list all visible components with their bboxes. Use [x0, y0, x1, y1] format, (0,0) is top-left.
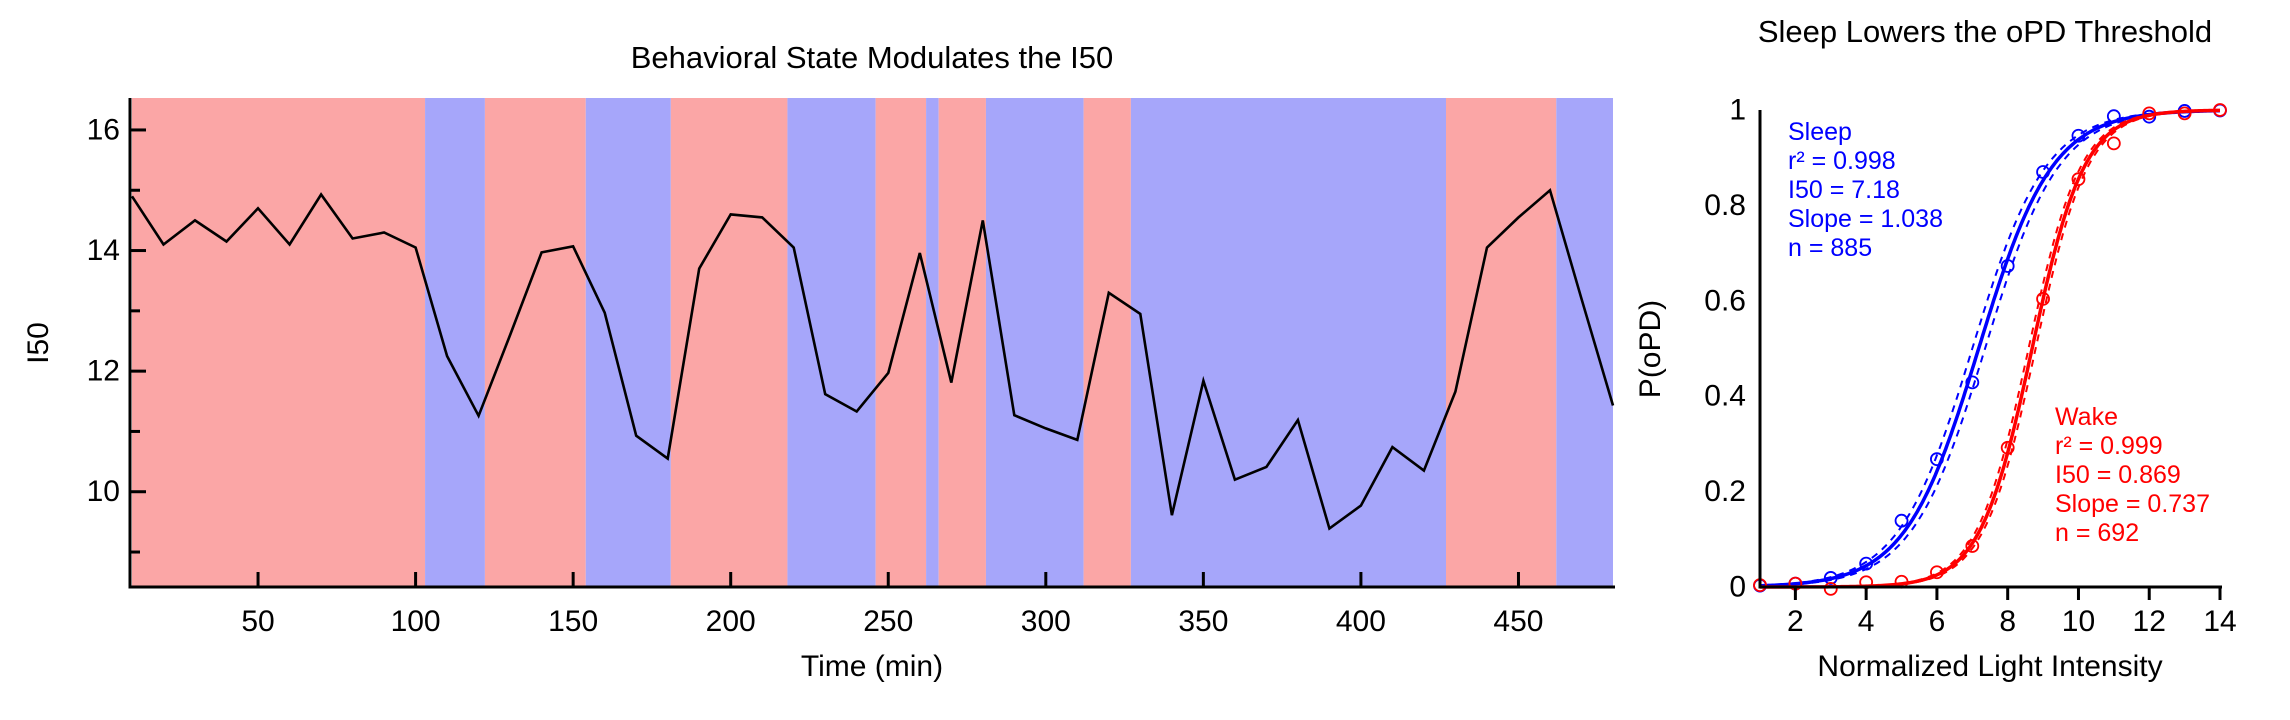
x-tick-label: 250: [863, 605, 913, 638]
wake-band: [1445, 98, 1557, 587]
sleep-data-marker: [2036, 165, 2050, 179]
x-tick-label: 10: [2062, 605, 2095, 638]
wake-band: [875, 98, 927, 587]
x-tick-label: 14: [2203, 605, 2236, 638]
sleep-band: [985, 98, 1084, 587]
left-panel-i50-timeseries: 50 100 150 200 250 300 350 400 450 10 12 14 16 Behav…: [22, 40, 1615, 683]
sleep-annotation-line: Slope = 1.038: [1788, 205, 1943, 233]
sleep-data-marker: [2000, 259, 2015, 273]
x-tick-label: 450: [1493, 605, 1543, 638]
wake-band: [484, 98, 586, 587]
sleep-data-marker: [1894, 513, 1909, 528]
i50-line: [130, 187, 1615, 531]
sleep-data-marker: [2071, 128, 2086, 143]
wake-band: [1083, 98, 1131, 587]
y-tick-label: 0.8: [1704, 189, 1746, 222]
x-tick-label: 12: [2133, 605, 2166, 638]
wake-annotation-line: Wake: [2055, 403, 2118, 431]
x-tick-label: 50: [241, 605, 274, 638]
sleep-band: [585, 98, 671, 587]
wake-annotation-line: Slope = 0.737: [2055, 490, 2210, 518]
sleep-data-marker: [1823, 571, 1838, 585]
i50-trace: [130, 187, 1615, 531]
sleep-band: [926, 98, 939, 587]
sleep-band: [1556, 98, 1613, 587]
right-tick-labels: 2 4 6 8 10 12 14 0 0.2 0.4 0.6 0.8 1: [1704, 94, 2236, 639]
x-tick-label: 100: [391, 605, 441, 638]
sleep-data-marker: [2106, 109, 2121, 124]
left-tick-labels: 50 100 150 200 250 300 350 400 450 10 12 14 16: [87, 113, 1544, 638]
left-xlabel: Time (min): [801, 650, 943, 683]
right-axes: [1758, 110, 2222, 600]
x-tick-label: 300: [1021, 605, 1071, 638]
left-axes: [128, 98, 1615, 589]
y-tick-label: 0.2: [1704, 475, 1746, 508]
wake-band: [132, 98, 426, 587]
wake-data-marker: [1965, 539, 1980, 553]
x-tick-label: 400: [1336, 605, 1386, 638]
wake-data-marker: [1930, 565, 1944, 580]
sleep-band: [787, 98, 876, 587]
wake-data-marker: [2177, 106, 2192, 121]
x-tick-label: 6: [1929, 605, 1946, 638]
right-ylabel: P(oPD): [1634, 300, 1667, 398]
wake-band: [670, 98, 788, 587]
behavioral-state-bands: [132, 98, 1613, 587]
wake-annotation-line: I50 = 0.869: [2055, 461, 2181, 489]
sleep-annotation-line: Sleep: [1788, 118, 1852, 146]
y-tick-label: 0.4: [1704, 380, 1746, 413]
y-tick-label: 10: [87, 475, 120, 508]
x-tick-label: 8: [1999, 605, 2016, 638]
sleep-band: [1130, 98, 1446, 587]
wake-band: [938, 98, 986, 587]
y-tick-label: 0: [1729, 571, 1746, 604]
sleep-band: [425, 98, 485, 587]
wake-data-marker: [2000, 440, 2015, 455]
right-xlabel: Normalized Light Intensity: [1817, 650, 2162, 683]
x-tick-label: 150: [548, 605, 598, 638]
right-title: Sleep Lowers the oPD Threshold: [1758, 14, 2212, 49]
psychometric-curves: [1753, 103, 2227, 596]
left-ylabel: I50: [22, 322, 55, 364]
sleep-annotation-line: I50 = 7.18: [1788, 176, 1900, 204]
y-tick-label: 16: [87, 113, 120, 146]
sleep-data-marker: [1965, 375, 1980, 390]
sleep-annotation-line: r² = 0.998: [1788, 147, 1896, 175]
y-tick-label: 12: [87, 355, 120, 388]
y-tick-label: 1: [1729, 94, 1746, 127]
y-tick-label: 0.6: [1704, 284, 1746, 317]
x-tick-label: 4: [1858, 605, 1875, 638]
wake-annotation-line: r² = 0.999: [2055, 432, 2163, 460]
wake-data-marker: [1823, 582, 1838, 596]
x-tick-label: 350: [1178, 605, 1228, 638]
wake-data-marker: [2142, 106, 2157, 121]
sleep-annotation-line: n = 885: [1788, 234, 1872, 262]
left-title: Behavioral State Modulates the I50: [631, 40, 1114, 75]
y-tick-label: 14: [87, 234, 120, 267]
x-tick-label: 2: [1787, 605, 1804, 638]
wake-data-marker: [2106, 136, 2121, 151]
wake-data-marker: [2213, 103, 2227, 117]
wake-ci-curve: [1760, 109, 2221, 588]
wake-data-marker: [2036, 291, 2050, 306]
x-tick-label: 200: [706, 605, 756, 638]
wake-data-marker: [2071, 172, 2086, 187]
sleep-data-marker: [1859, 556, 1874, 571]
wake-annotation-line: n = 692: [2055, 519, 2139, 547]
sleep-data-marker: [1930, 452, 1944, 467]
